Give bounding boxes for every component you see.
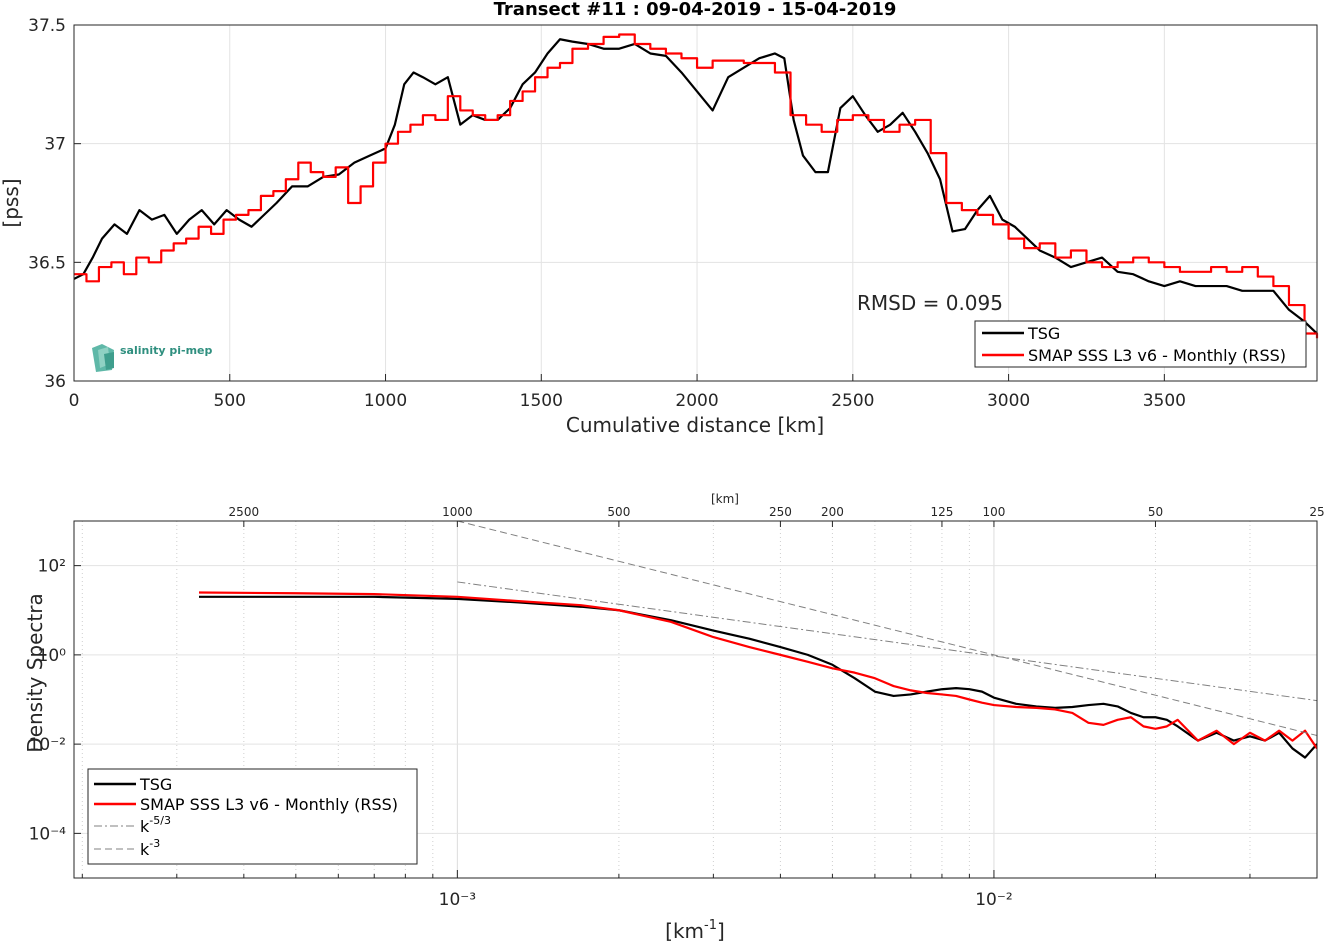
top-km-tick-label: 125 bbox=[930, 505, 953, 519]
top-axis-unit-label: [km] bbox=[711, 492, 739, 506]
legend-label-smap-spectra: SMAP SSS L3 v6 - Monthly (RSS) bbox=[140, 795, 398, 814]
tsg-salinity-line bbox=[73, 38, 1318, 335]
bottom-legend: TSG SMAP SSS L3 v6 - Monthly (RSS) k-5/3… bbox=[87, 768, 418, 865]
bottom-x-tick-label: 10⁻³ bbox=[439, 890, 476, 910]
top-x-tick-label: 1000 bbox=[364, 391, 407, 411]
bottom-y-tick-label: 10⁰ bbox=[38, 646, 67, 666]
top-y-tick-label: 37 bbox=[44, 135, 66, 155]
bottom-grid bbox=[74, 521, 1318, 878]
top-x-tick-label: 2000 bbox=[675, 391, 718, 411]
top-plot-frame bbox=[73, 24, 1318, 382]
bottom-y-axis-label: Density Spectra bbox=[23, 593, 47, 752]
top-km-tick-label: 100 bbox=[982, 505, 1005, 519]
bottom-series bbox=[198, 521, 1317, 759]
top-x-tick-label: 2500 bbox=[831, 391, 874, 411]
bottom-x-axis-label: [km-1] bbox=[665, 918, 725, 942]
top-y-tick-label: 36 bbox=[44, 372, 66, 392]
top-km-tick-label: 200 bbox=[821, 505, 844, 519]
bottom-y-tick-label: 10⁻⁴ bbox=[29, 824, 67, 844]
legend-label-k3: k-3 bbox=[140, 837, 160, 859]
top-panel: 0 500 1000 1500 2000 2500 3000 3500 36 36.5 37 37.5… bbox=[0, 0, 1319, 437]
bottom-y-tick-label: 10⁻² bbox=[29, 735, 66, 755]
bottom-ticks: 10⁻³ 10⁻² 10⁻⁴ 10⁻² 10⁰ 10² 2500 1000 500 250 200 1… bbox=[29, 505, 1325, 910]
top-x-tick-label: 0 bbox=[69, 391, 80, 411]
top-km-tick-label: 2500 bbox=[229, 505, 260, 519]
smap-salinity-line bbox=[74, 33, 1319, 339]
bottom-x-tick-label: 10⁻² bbox=[975, 890, 1012, 910]
logo-text: salinity pi-mep bbox=[120, 344, 213, 357]
bottom-y-tick-label: 10² bbox=[38, 557, 66, 577]
top-ticks: 0 500 1000 1500 2000 2500 3000 3500 36 36.5 37 37.5 bbox=[28, 16, 1186, 411]
top-x-tick-label: 3500 bbox=[1143, 391, 1186, 411]
bottom-panel: 10⁻³ 10⁻² 10⁻⁴ 10⁻² 10⁰ 10² 2500 1000 500 250 200 1… bbox=[23, 492, 1325, 942]
smap-spectrum-line bbox=[198, 591, 1317, 750]
legend-label-smap: SMAP SSS L3 v6 - Monthly (RSS) bbox=[1028, 346, 1286, 365]
top-x-tick-label: 1500 bbox=[520, 391, 563, 411]
top-km-tick-label: 50 bbox=[1148, 505, 1163, 519]
top-km-tick-label: 25 bbox=[1309, 505, 1324, 519]
legend-label-tsg-spectra: TSG bbox=[139, 775, 172, 794]
top-y-axis-label: [pss] bbox=[0, 178, 23, 227]
bottom-plot-frame bbox=[73, 520, 1318, 879]
top-title: Transect #11 : 09-04-2019 - 15-04-2019 bbox=[494, 0, 897, 20]
top-km-tick-label: 500 bbox=[607, 505, 630, 519]
k-3-reference-line bbox=[457, 521, 1317, 736]
top-legend: TSG SMAP SSS L3 v6 - Monthly (RSS) bbox=[974, 320, 1307, 368]
top-x-tick-label: 3000 bbox=[987, 391, 1030, 411]
k-5-3-reference-line bbox=[457, 581, 1317, 702]
top-series bbox=[73, 33, 1319, 339]
top-y-tick-label: 36.5 bbox=[28, 253, 66, 273]
tsg-spectrum-line bbox=[199, 595, 1317, 759]
top-y-tick-label: 37.5 bbox=[28, 16, 66, 36]
legend-label-k53: k-5/3 bbox=[140, 814, 171, 836]
top-km-tick-label: 250 bbox=[769, 505, 792, 519]
legend-label-tsg: TSG bbox=[1027, 324, 1060, 343]
salinity-pi-mep-logo: salinity pi-mep bbox=[92, 344, 213, 372]
rmsd-annotation: RMSD = 0.095 bbox=[857, 291, 1003, 315]
top-x-tick-label: 500 bbox=[214, 391, 246, 411]
top-km-tick-label: 1000 bbox=[442, 505, 473, 519]
top-x-axis-label: Cumulative distance [km] bbox=[566, 413, 824, 437]
